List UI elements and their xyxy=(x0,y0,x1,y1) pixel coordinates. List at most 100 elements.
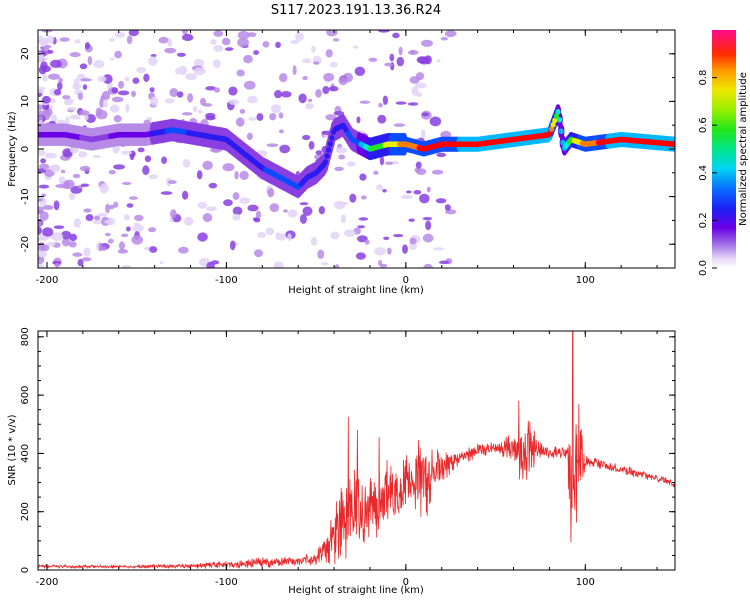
spectrogram-speckle xyxy=(38,86,46,90)
spectrogram-speckle xyxy=(113,115,122,123)
spectrogram-speckle xyxy=(384,161,394,165)
spectrogram-speckle xyxy=(243,80,256,90)
spectrogram-speckle xyxy=(48,165,61,171)
x-tick-label: 100 xyxy=(576,275,595,286)
spectrogram-speckle xyxy=(396,56,405,67)
spectrogram-speckle xyxy=(60,169,66,174)
spectrogram-speckle xyxy=(41,65,52,73)
spectrogram-speckle xyxy=(178,65,188,76)
spectrogram-speckle xyxy=(310,237,318,246)
spectrogram-speckle xyxy=(38,250,48,258)
spectrogram-speckle xyxy=(317,249,325,260)
spectrogram-speckle xyxy=(422,216,433,221)
spectrogram-speckle xyxy=(440,36,449,41)
spectrogram-speckle xyxy=(51,232,64,242)
spectrogram-speckle xyxy=(410,49,416,55)
spectrogram-speckle xyxy=(312,61,320,65)
spectrogram-speckle xyxy=(49,59,62,68)
spectrogram-speckle xyxy=(92,220,103,225)
spectrogram-speckle xyxy=(58,176,66,185)
spectrogram-speckle xyxy=(102,99,109,108)
spectrogram-speckle xyxy=(431,169,444,175)
spectrogram-speckle xyxy=(56,81,63,91)
spectrogram-speckle xyxy=(38,220,43,227)
spectrogram-speckle xyxy=(83,208,92,213)
spectrogram-speckle xyxy=(121,233,129,238)
spectrogram-speckle xyxy=(95,107,103,117)
colorbar-ticks: 0.0 0.2 0.4 0.6 0.8 xyxy=(698,70,717,276)
spectrogram-speckle xyxy=(44,152,57,159)
spectrogram-speckle xyxy=(182,159,191,168)
spectrogram-speckle xyxy=(38,184,50,189)
spectrogram-speckle xyxy=(308,140,315,150)
spectrogram-speckle xyxy=(178,246,189,254)
spectrogram-speckle xyxy=(221,37,231,46)
spectrogram-speckle xyxy=(61,238,71,247)
spectrogram-speckle xyxy=(236,69,245,77)
spectrogram-speckle xyxy=(278,129,284,134)
spectrogram-speckle xyxy=(256,113,264,121)
spectrogram-speckle xyxy=(54,262,60,268)
spectrogram-speckle xyxy=(213,30,224,37)
spectrogram-speckle xyxy=(93,59,105,69)
spectrogram-speckle xyxy=(239,170,249,180)
spectrogram-speckle xyxy=(377,114,387,124)
spectrogram-speckle xyxy=(97,213,108,217)
spectrogram-speckle xyxy=(429,116,442,127)
spectrogram-speckle xyxy=(222,163,235,172)
spectrogram-speckle xyxy=(161,156,168,164)
spectrogram-speckle xyxy=(389,53,395,62)
spectrogram-speckle xyxy=(46,35,55,44)
y-tick-label: -10 xyxy=(20,188,31,204)
spectrogram-speckle xyxy=(426,186,431,193)
spectrogram-speckle xyxy=(352,45,359,49)
spectrogram-speckle xyxy=(41,193,47,197)
spectrogram-speckle xyxy=(170,209,177,219)
spectrogram-speckle xyxy=(265,227,275,236)
spectrogram-speckle xyxy=(38,198,44,202)
spectrogram-speckle xyxy=(349,193,357,203)
spectrogram-speckle xyxy=(407,102,419,106)
spectrogram-x-label: Height of straight line (km) xyxy=(288,285,424,296)
spectrogram-ridge-core xyxy=(671,141,675,148)
spectrogram-speckle xyxy=(359,100,371,104)
y-tick-label: -20 xyxy=(20,236,31,252)
spectrogram-speckle xyxy=(52,260,62,265)
spectrogram-speckle xyxy=(183,216,194,226)
y-tick-label: 200 xyxy=(20,502,31,521)
x-tick-label: 100 xyxy=(576,577,595,588)
spectrogram-speckle xyxy=(45,242,56,246)
spectrogram-speckle xyxy=(99,98,105,108)
spectrogram-speckle xyxy=(196,170,203,180)
spectrogram-speckle xyxy=(92,154,102,159)
spectrogram-speckle xyxy=(379,156,385,166)
spectrogram-speckle xyxy=(80,78,92,82)
spectrogram-speckle xyxy=(148,174,159,180)
x-tick-label: -100 xyxy=(215,577,238,588)
y-tick-label: 10 xyxy=(20,95,31,108)
spectrogram-speckle xyxy=(444,30,457,38)
spectrogram-speckle xyxy=(232,213,241,221)
spectrogram-speckle xyxy=(275,41,281,49)
spectrogram-ridge-core xyxy=(558,128,564,135)
spectrogram-speckle xyxy=(85,214,94,222)
spectrogram-speckle xyxy=(422,233,434,243)
spectrogram-speckle xyxy=(47,49,54,54)
colorbar-tick-label: 0.8 xyxy=(698,70,709,86)
spectrogram-speckle xyxy=(197,201,208,209)
spectrogram-speckle xyxy=(69,114,82,120)
spectrogram-speckle xyxy=(160,191,173,195)
spectrogram-speckle xyxy=(187,93,194,103)
snr-y-label: SNR (10 * v/v) xyxy=(7,414,18,485)
spectrogram-speckle xyxy=(247,32,257,37)
spectrogram-x-axis: -200 -100 0 100 xyxy=(36,30,658,286)
spectrogram-speckle xyxy=(202,160,213,171)
spectrogram-speckle xyxy=(382,189,387,193)
snr-y-axis: 0 200 400 600 800 xyxy=(20,327,675,573)
spectrogram-speckle xyxy=(395,101,407,105)
spectrogram-ridge-core xyxy=(552,117,558,124)
spectrogram-speckle xyxy=(69,233,78,242)
spectrogram-speckle xyxy=(239,197,251,205)
